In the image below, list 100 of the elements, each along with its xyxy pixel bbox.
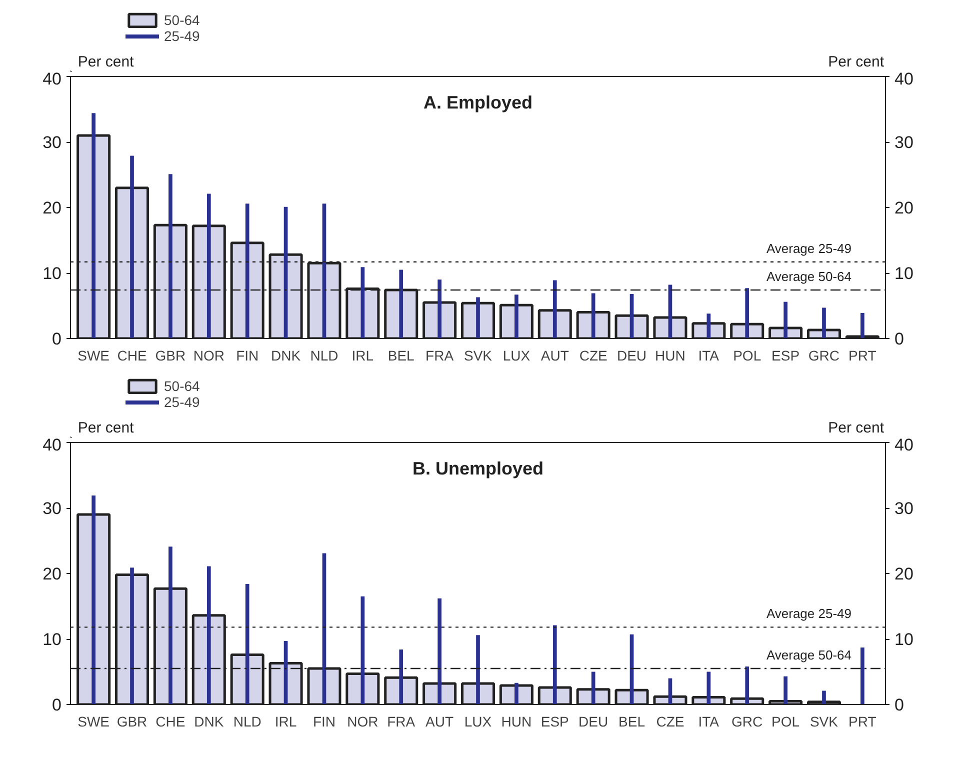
x-tick-label: AUT — [426, 714, 454, 730]
x-tick-label: ITA — [698, 348, 720, 364]
ref-line-label: Average 50-64 — [766, 647, 852, 662]
x-tick-label: HUN — [501, 714, 532, 730]
x-tick-label: ITA — [698, 714, 720, 730]
x-tick-label: PRT — [848, 714, 877, 730]
x-tick-label: SVK — [464, 348, 493, 364]
x-tick-label: FRA — [387, 714, 416, 730]
y2-tick-label: 0 — [894, 330, 904, 348]
bar — [822, 690, 826, 704]
bar — [360, 596, 365, 704]
x-tick-label: BEL — [618, 714, 646, 730]
x-tick-label: FIN — [236, 348, 259, 364]
bar — [784, 302, 788, 338]
bar — [92, 496, 96, 704]
bar — [630, 294, 634, 338]
x-tick-label: CHE — [117, 348, 147, 364]
x-tick-label: DNK — [194, 714, 224, 730]
y2-tick-label: 30 — [894, 133, 914, 152]
y-tick-label: 40 — [42, 70, 62, 88]
bar — [438, 280, 442, 338]
bar — [514, 294, 518, 338]
bar — [476, 635, 480, 704]
x-tick-label: ESP — [772, 348, 800, 364]
ref-line-label: Average 25-49 — [766, 606, 852, 622]
bar — [399, 270, 404, 338]
x-tick-label: NOR — [193, 348, 224, 364]
x-tick-label: GRC — [732, 714, 763, 730]
x-tick-label: NLD — [310, 348, 338, 364]
y-tick-label: 0 — [52, 696, 62, 714]
y2-tick-label: 0 — [894, 696, 904, 714]
y-tick-label: 40 — [42, 436, 62, 454]
y2-tick-label: 40 — [894, 436, 914, 454]
x-tick-label: FIN — [312, 714, 336, 730]
x-tick-label: NLD — [233, 714, 262, 730]
bar — [168, 174, 172, 338]
bar — [399, 649, 404, 704]
x-tick-label: LUX — [464, 714, 492, 730]
bar — [206, 566, 211, 704]
x-tick-label: LUX — [502, 348, 531, 364]
x-tick-label: PRT — [848, 348, 877, 364]
legend-label: 25-49 — [164, 28, 200, 44]
y-tick-label: 0 — [52, 330, 62, 348]
bar — [245, 584, 250, 704]
bar — [206, 194, 211, 338]
bar — [92, 113, 96, 338]
y-tick-label: 20 — [42, 564, 62, 584]
x-tick-label: IRL — [352, 348, 374, 364]
y-tick-label: 30 — [42, 499, 62, 518]
y2-tick-label: 10 — [894, 630, 914, 649]
bar — [284, 206, 288, 338]
bar — [860, 312, 864, 338]
bar — [591, 293, 596, 338]
ref-line-label: Average 25-49 — [766, 240, 852, 256]
x-tick-label: CHE — [156, 714, 186, 730]
x-tick-label: FRA — [426, 348, 454, 364]
x-tick-label: NOR — [347, 714, 378, 730]
bar — [322, 204, 326, 338]
x-tick-label: CZE — [656, 714, 684, 730]
y2-tick-label: 30 — [894, 499, 914, 518]
x-tick-label: SWE — [78, 348, 110, 364]
x-tick-label: POL — [733, 348, 762, 364]
legend-label: 25-49 — [164, 394, 200, 410]
ref-line-label: Average 50-64 — [766, 269, 852, 284]
x-tick-label: HUN — [655, 348, 686, 364]
bar — [245, 204, 250, 338]
bar — [322, 553, 326, 704]
bar — [438, 598, 442, 704]
bar — [745, 666, 750, 704]
x-tick-label: DNK — [271, 348, 302, 364]
bar — [822, 308, 826, 338]
bar — [130, 568, 134, 704]
legend-label: 50-64 — [164, 378, 200, 394]
x-tick-label: ESP — [540, 714, 569, 730]
y-axis-title: Per cent — [78, 420, 135, 436]
text: A. Employed — [423, 92, 533, 112]
bar — [706, 314, 711, 338]
x-tick-label: IRL — [274, 714, 297, 730]
bar — [476, 297, 480, 338]
bar — [130, 156, 134, 338]
bar — [784, 676, 788, 704]
y-axis-title: Per cent — [78, 54, 135, 70]
bar — [745, 288, 750, 338]
y2-axis-title: Per cent — [828, 54, 885, 70]
y2-tick-label: 40 — [894, 70, 914, 88]
x-tick-label: CZE — [579, 348, 608, 364]
bar — [552, 280, 557, 338]
y-tick-label: 20 — [42, 198, 62, 218]
x-tick-label: AUT — [540, 348, 570, 364]
y2-tick-label: 20 — [894, 564, 914, 584]
x-tick-label: GRC — [808, 348, 840, 364]
bar — [860, 648, 864, 704]
bar — [360, 267, 365, 338]
bar — [591, 672, 596, 704]
y2-axis-title: Per cent — [828, 420, 885, 436]
x-tick-label: DEU — [616, 348, 647, 364]
y2-tick-label: 10 — [894, 264, 914, 283]
y-tick-label: 30 — [42, 133, 62, 152]
y2-tick-label: 20 — [894, 198, 914, 218]
x-tick-label: SWE — [78, 714, 110, 730]
